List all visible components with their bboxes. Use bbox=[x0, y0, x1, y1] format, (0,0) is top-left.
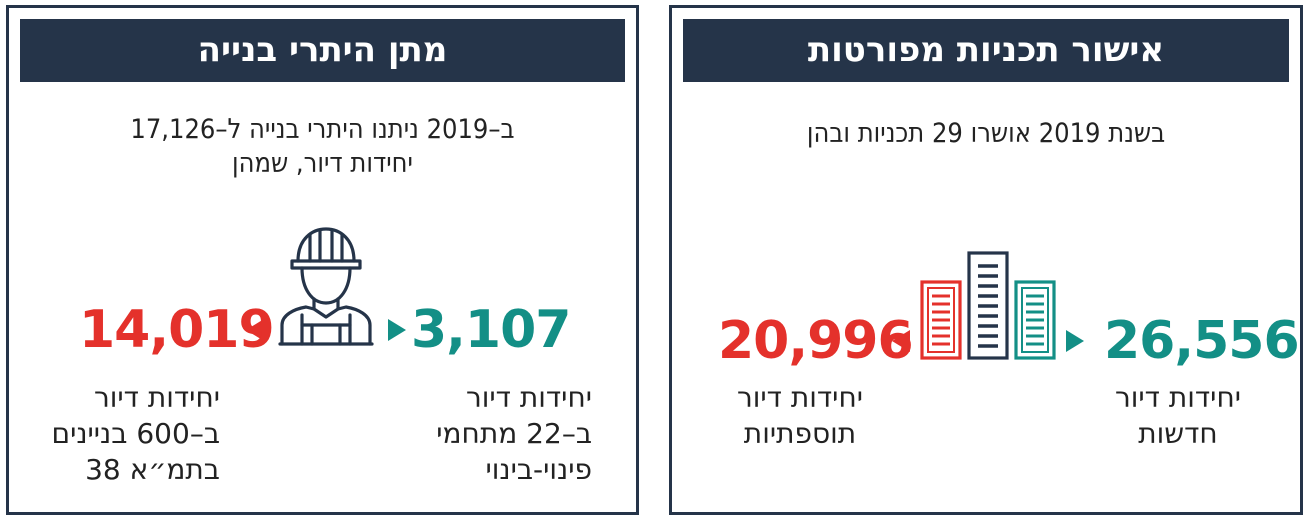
caption-line: יחידות דיור bbox=[465, 381, 592, 414]
caption-line: תוספתיות bbox=[743, 417, 857, 450]
tama38-caption: יחידות דיור ב–600 בניינים בתמ״א 38 bbox=[51, 380, 220, 488]
red-arrow-icon bbox=[246, 319, 264, 341]
building-permits-panel: מתן היתרי בנייה ב–2019 ניתנו היתרי בנייה… bbox=[6, 5, 639, 515]
intro-line-1: בשנת 2019 אושרו 29 תכניות ובהן bbox=[806, 118, 1166, 149]
teal-arrow-icon bbox=[1066, 330, 1084, 352]
caption-line: ב–600 בניינים bbox=[51, 417, 220, 450]
additional-units-caption: יחידות דיור תוספתיות bbox=[712, 380, 888, 452]
caption-line: ב–22 מתחמי bbox=[436, 417, 592, 450]
caption-line: חדשות bbox=[1138, 417, 1218, 450]
panel-title: אישור תכניות מפורטות bbox=[683, 19, 1289, 82]
intro-text: בשנת 2019 אושרו 29 תכניות ובהן bbox=[672, 117, 1300, 151]
caption-line: פינוי-בינוי bbox=[485, 453, 592, 486]
construction-worker-icon bbox=[278, 227, 374, 346]
buildings-icon bbox=[920, 251, 1056, 360]
new-units-caption: יחידות דיור חדשות bbox=[1090, 380, 1266, 452]
teal-arrow-icon bbox=[388, 319, 406, 341]
new-units-value: 26,556 bbox=[1104, 311, 1300, 371]
panel-title: מתן היתרי בנייה bbox=[20, 19, 625, 82]
red-arrow-icon bbox=[892, 330, 910, 352]
pinui-binui-caption: יחידות דיור ב–22 מתחמי פינוי-בינוי bbox=[436, 380, 592, 488]
pinui-binui-units-value: 3,107 bbox=[411, 300, 571, 360]
caption-line: יחידות דיור bbox=[736, 381, 863, 414]
intro-line-2: יחידות דיור, שמהן bbox=[232, 148, 413, 179]
caption-line: יחידות דיור bbox=[93, 381, 220, 414]
detailed-plans-panel: אישור תכניות מפורטות בשנת 2019 אושרו 29 … bbox=[669, 5, 1303, 515]
additional-units-value: 20,996 bbox=[718, 311, 914, 371]
caption-line: בתמ״א 38 bbox=[85, 453, 220, 486]
caption-line: יחידות דיור bbox=[1114, 381, 1241, 414]
intro-text: ב–2019 ניתנו היתרי בנייה ל–17,126 יחידות… bbox=[9, 113, 636, 181]
intro-line-1: ב–2019 ניתנו היתרי בנייה ל–17,126 bbox=[130, 114, 515, 145]
tama38-units-value: 14,019 bbox=[79, 300, 275, 360]
